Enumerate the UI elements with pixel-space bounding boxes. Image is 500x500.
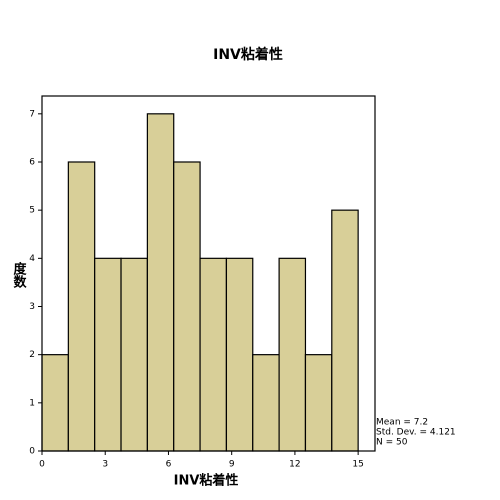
bar bbox=[41, 354, 69, 452]
x-tick-label: 15 bbox=[352, 460, 363, 470]
stats-annotation: N = 50 bbox=[376, 438, 408, 448]
bar bbox=[304, 354, 333, 452]
x-tick-label: 6 bbox=[166, 460, 172, 470]
x-tick-label: 9 bbox=[229, 460, 235, 470]
bar bbox=[252, 354, 280, 452]
bar bbox=[94, 257, 122, 452]
bar bbox=[199, 257, 228, 452]
y-tick-label: 0 bbox=[29, 447, 35, 457]
bar bbox=[67, 161, 96, 452]
y-tick-label: 7 bbox=[29, 109, 35, 119]
bar bbox=[146, 113, 175, 452]
stats-annotation: Mean = 7.2 bbox=[376, 418, 428, 428]
bar bbox=[173, 161, 201, 452]
bar bbox=[278, 257, 307, 452]
chart-title: INV粘着性 bbox=[213, 46, 283, 63]
y-tick-label: 6 bbox=[29, 157, 35, 167]
y-tick-label: 3 bbox=[29, 302, 35, 312]
y-tick-label: 2 bbox=[29, 350, 35, 360]
y-tick-label: 4 bbox=[29, 254, 35, 264]
x-axis-label: INV粘着性 bbox=[174, 473, 239, 489]
y-tick-label: 5 bbox=[29, 206, 35, 216]
bar bbox=[331, 209, 359, 452]
stats-annotation: Std. Dev. = 4.121 bbox=[376, 428, 456, 438]
x-tick-label: 12 bbox=[289, 460, 300, 470]
bar bbox=[225, 257, 254, 452]
x-tick-label: 0 bbox=[39, 460, 45, 470]
y-tick-label: 1 bbox=[29, 398, 35, 408]
plot-frame bbox=[41, 95, 376, 452]
x-tick-label: 3 bbox=[102, 460, 108, 470]
bar bbox=[120, 257, 148, 452]
y-axis-label: 度数 bbox=[11, 261, 27, 289]
